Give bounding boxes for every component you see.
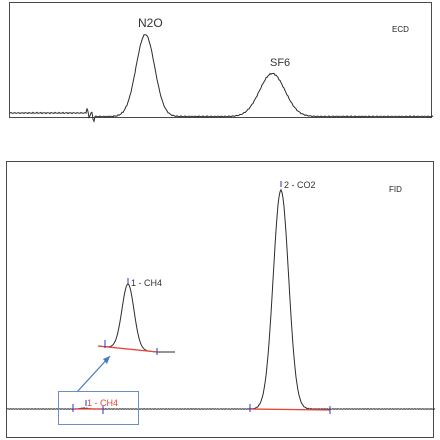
inset-arrowhead bbox=[103, 356, 110, 364]
sf6-peak-label: SF6 bbox=[270, 57, 290, 69]
fid-chromatogram-trace bbox=[6, 188, 436, 410]
inset-arrow bbox=[76, 355, 111, 393]
ch4-small-peak-label: 1 - CH4 bbox=[87, 398, 118, 408]
ecd-detector-label: ECD bbox=[392, 25, 409, 34]
n2o-peak-label: N2O bbox=[138, 16, 163, 30]
ch4-inset-peak-label: 1 - CH4 bbox=[131, 278, 162, 288]
fid-detector-label: FID bbox=[389, 185, 402, 194]
co2-baseline-fit bbox=[249, 408, 331, 411]
ecd-chromatogram-trace bbox=[9, 34, 434, 123]
ch4-inset-baseline-fit bbox=[97, 345, 158, 353]
co2-peak-label: 2 - CO2 bbox=[284, 180, 316, 190]
ecd-plot: N2O SF6 bbox=[9, 16, 434, 123]
fid-plot: 2 - CO2 1 - CH4 1 - CH4 bbox=[6, 180, 436, 414]
ecd-chart-panel: N2O SF6 ECD bbox=[9, 2, 434, 123]
ch4-zoom-box bbox=[58, 391, 139, 425]
fid-chart-panel: 2 - CO2 1 - CH4 1 - CH4 FID bbox=[6, 161, 436, 438]
ch4-inset-trace bbox=[97, 283, 175, 353]
